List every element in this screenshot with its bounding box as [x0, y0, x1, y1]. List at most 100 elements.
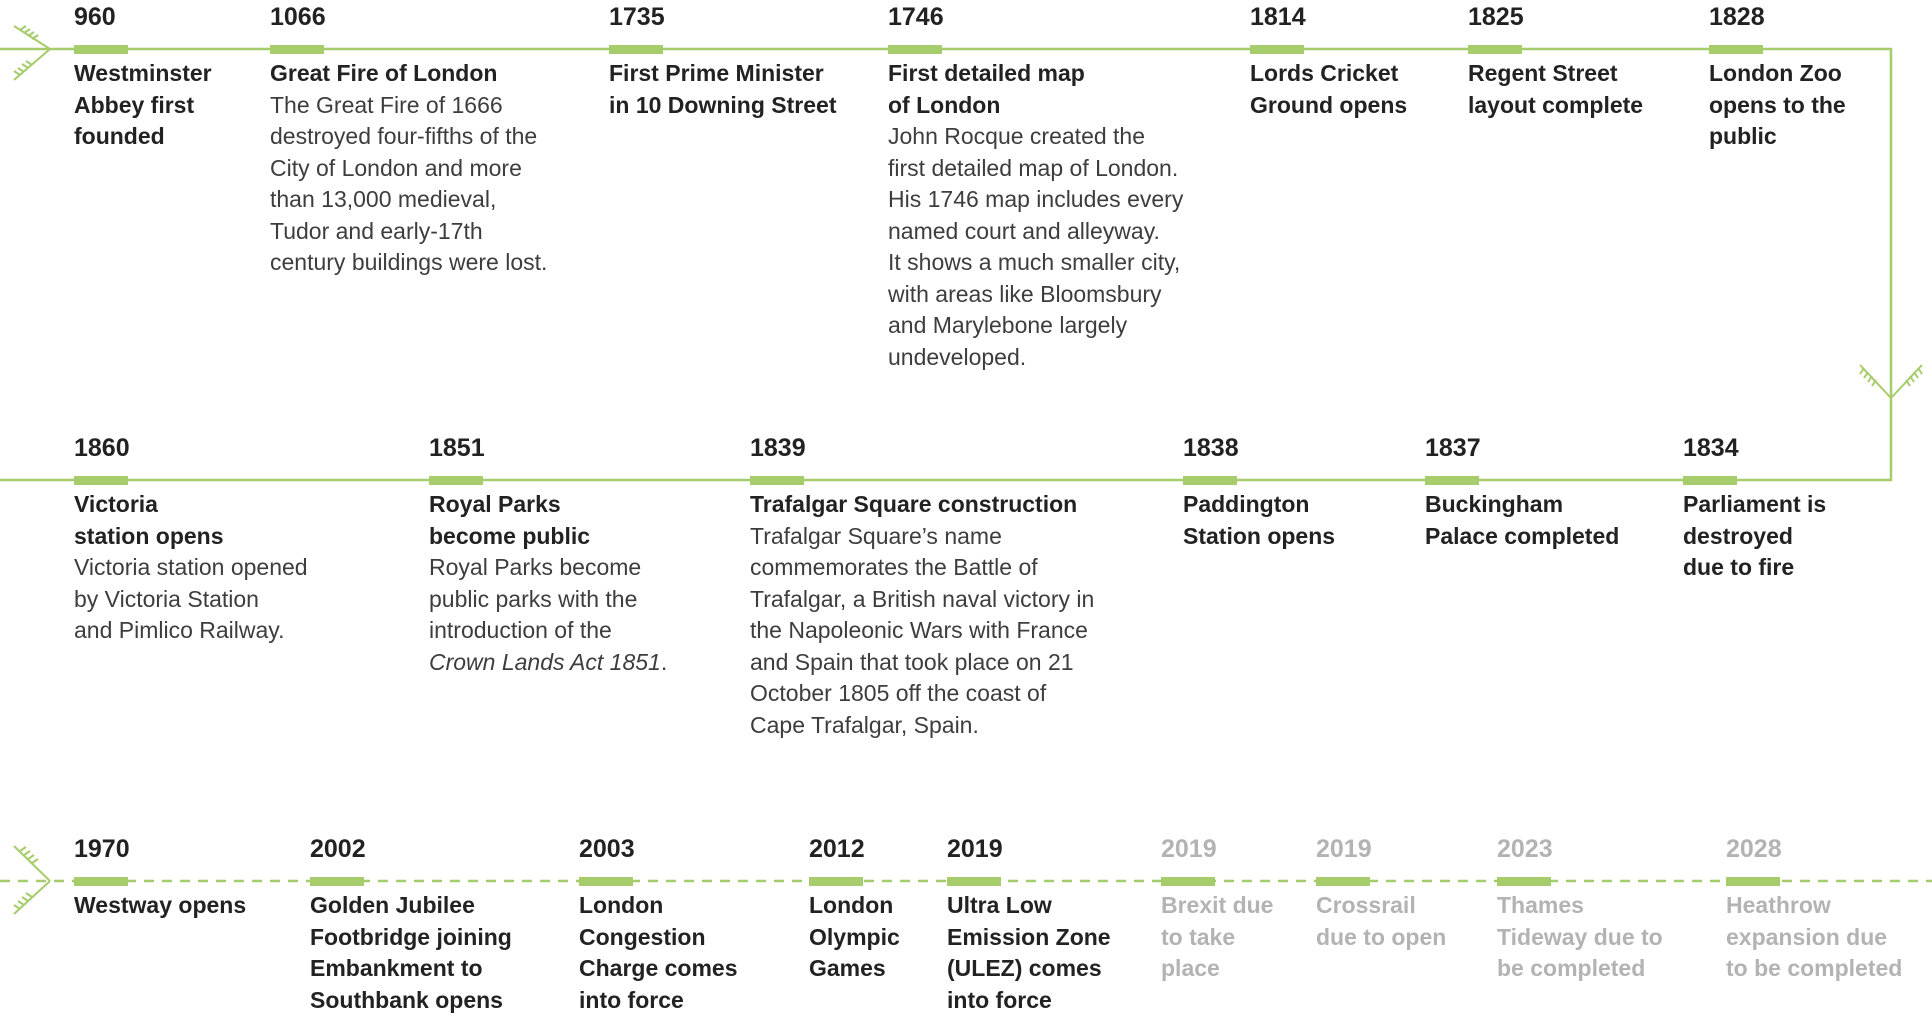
event-title: due to fire: [1683, 554, 1795, 580]
event-title: Crossrail: [1316, 892, 1416, 918]
event-description: and Pimlico Railway.: [74, 617, 285, 643]
event-year: 1851: [429, 434, 485, 462]
event-body: Great Fire of London The Great Fire of 16…: [270, 58, 547, 279]
event-marker: [270, 45, 324, 54]
event-marker: [1250, 45, 1304, 54]
event-description: with areas like Bloomsbury: [888, 280, 1162, 307]
event-marker: [1709, 45, 1763, 54]
event-marker: [888, 45, 942, 54]
event-body: Crossrail due to open: [1316, 890, 1446, 953]
event-title: expansion due: [1726, 923, 1888, 950]
event-body: First detailed map of London John Rocque c…: [888, 58, 1183, 373]
event-year: 2019: [947, 835, 1003, 863]
event-marker: [310, 877, 364, 886]
event-year: 2012: [809, 835, 865, 863]
chevron-left-top: [13, 25, 51, 81]
event-body: London Congestion Charge comes into force: [579, 890, 738, 1016]
event-description: destroyed four-fifths of the: [270, 123, 538, 149]
event-year: 2003: [579, 835, 635, 863]
event-title: Trafalgar Square construction: [750, 491, 1078, 517]
event-title: be completed: [1497, 955, 1646, 981]
event-year: 2002: [310, 835, 366, 863]
event-marker: [1183, 476, 1237, 485]
event-year: 1970: [74, 835, 130, 863]
event-title: Embankment to: [310, 955, 483, 981]
event-body: London Olympic Games: [809, 890, 900, 985]
event-body: Ultra Low Emission Zone (ULEZ) comes into f…: [947, 890, 1111, 1016]
event-year: 1814: [1250, 3, 1306, 31]
event-description: introduction of the: [429, 617, 612, 643]
event-year: 1837: [1425, 434, 1481, 462]
event-year: 2019: [1161, 835, 1217, 863]
event-description-italic: Crown Lands Act 1851: [429, 648, 661, 675]
event-marker: [1161, 877, 1215, 886]
event-year: 1746: [888, 3, 944, 31]
event-description: by Victoria Station: [74, 585, 259, 612]
event-title: due to open: [1316, 923, 1447, 950]
event-year: 960: [74, 3, 116, 31]
event-marker: [809, 877, 863, 886]
event-description: His 1746 map includes every: [888, 186, 1184, 212]
event-description: than 13,000 medieval,: [270, 186, 497, 212]
event-title: public: [1709, 123, 1777, 149]
event-title: Abbey first: [74, 91, 195, 118]
event-description: Crown Lands Act 1851.: [429, 647, 667, 679]
event-marker: [1683, 476, 1737, 485]
event-year: 2019: [1316, 835, 1372, 863]
event-year: 1735: [609, 3, 665, 31]
event-title: Tideway due to: [1497, 923, 1663, 950]
event-title: Paddington: [1183, 491, 1310, 517]
event-title: Palace completed: [1425, 522, 1620, 549]
event-year: 1825: [1468, 3, 1524, 31]
event-year: 1834: [1683, 434, 1739, 462]
event-year: 1066: [270, 3, 326, 31]
event-body: Regent Street layout complete: [1468, 58, 1643, 121]
event-title: into force: [947, 986, 1052, 1013]
event-title: Westminster: [74, 60, 212, 86]
event-title: layout complete: [1468, 91, 1644, 118]
chevron-left-bottom: [13, 845, 51, 915]
event-body: Heathrow expansion due to be completed: [1726, 890, 1902, 985]
event-title: place: [1161, 955, 1220, 981]
event-marker: [579, 877, 633, 886]
event-year: 1828: [1709, 3, 1765, 31]
event-year: 1839: [750, 434, 806, 462]
event-year: 1838: [1183, 434, 1239, 462]
event-description: John Rocque created the: [888, 123, 1146, 149]
event-title: of London: [888, 91, 1001, 118]
event-title: Charge comes: [579, 955, 738, 981]
event-description: public parks with the: [429, 585, 638, 612]
event-marker: [74, 877, 128, 886]
event-body: Trafalgar Square construction Trafalgar S…: [750, 489, 1094, 741]
event-year: 2023: [1497, 835, 1553, 863]
event-description: Trafalgar Square’s name: [750, 522, 1002, 549]
event-description: and Marylebone largely: [888, 312, 1128, 338]
event-title: (ULEZ) comes: [947, 955, 1102, 981]
event-year: 1860: [74, 434, 130, 462]
chevron-right-down: [1859, 364, 1923, 399]
event-title: First Prime Minister: [609, 60, 824, 86]
event-title: Victoria: [74, 491, 158, 517]
event-title: to be completed: [1726, 955, 1903, 981]
event-title: destroyed: [1683, 522, 1793, 549]
event-body: Golden Jubilee Footbridge joining Embankme…: [310, 890, 512, 1016]
event-title: to take: [1161, 923, 1236, 950]
event-title: Emission Zone: [947, 923, 1111, 950]
timeline-path: [0, 47, 1893, 482]
event-marker: [74, 45, 128, 54]
event-description: Tudor and early-17th: [270, 217, 483, 244]
event-title: Games: [809, 955, 886, 981]
event-title: Ground opens: [1250, 91, 1408, 118]
event-title: London: [809, 892, 894, 918]
event-title: Regent Street: [1468, 60, 1618, 86]
event-title: station opens: [74, 522, 224, 549]
event-body: London Zoo opens to the public: [1709, 58, 1846, 153]
event-body: Thames Tideway due to be completed: [1497, 890, 1663, 985]
event-marker: [1497, 877, 1551, 886]
event-description: century buildings were lost.: [270, 249, 548, 275]
event-marker: [429, 476, 483, 485]
event-marker: [947, 877, 1001, 886]
event-description: Royal Parks become: [429, 554, 642, 580]
event-title: into force: [579, 986, 684, 1013]
